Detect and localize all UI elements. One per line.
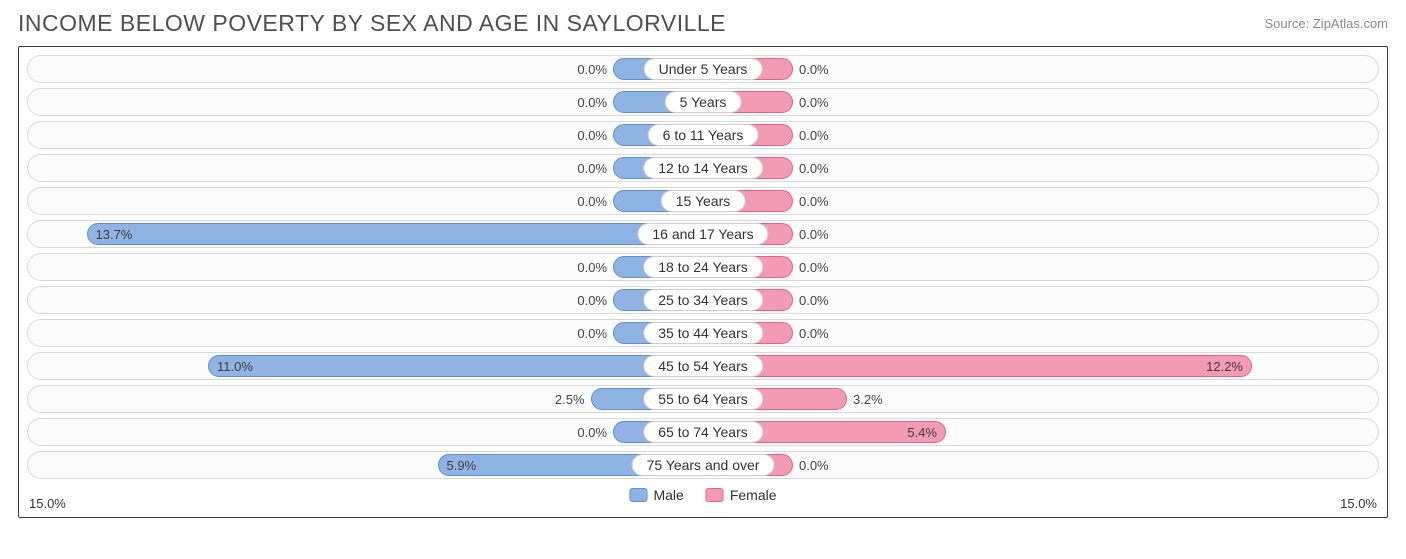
poverty-chart: 0.0%0.0%Under 5 Years0.0%0.0%5 Years0.0%…: [18, 46, 1388, 518]
male-value: 0.0%: [577, 122, 607, 148]
chart-row: 0.0% 0.0% 15 Years: [27, 187, 1379, 215]
chart-row: 2.5% 3.2% 55 to 64 Years: [27, 385, 1379, 413]
category-label: 55 to 64 Years: [643, 388, 763, 410]
legend-male-label: Male: [653, 487, 683, 503]
category-label: 5 Years: [665, 91, 742, 113]
male-swatch-icon: [629, 488, 647, 502]
female-value: 0.0%: [799, 89, 829, 115]
legend-male: Male: [629, 487, 683, 503]
chart-row: 13.7% 0.0% 16 and 17 Years: [27, 220, 1379, 248]
male-value: 0.0%: [577, 89, 607, 115]
chart-row: 0.0% 0.0% 12 to 14 Years: [27, 154, 1379, 182]
chart-row: 0.0% 0.0% 5 Years: [27, 88, 1379, 116]
axis-left-label: 15.0%: [29, 496, 66, 511]
chart-source: Source: ZipAtlas.com: [1264, 10, 1388, 31]
category-label: 15 Years: [661, 190, 746, 212]
male-value: 0.0%: [577, 419, 607, 445]
category-label: 45 to 54 Years: [643, 355, 763, 377]
female-value: 3.2%: [853, 386, 883, 412]
male-value: 0.0%: [577, 254, 607, 280]
chart-row: 0.0% 0.0% 18 to 24 Years: [27, 253, 1379, 281]
female-value: 0.0%: [799, 320, 829, 346]
male-value: 0.0%: [577, 188, 607, 214]
category-label: 12 to 14 Years: [643, 157, 763, 179]
male-value: 0.0%: [577, 287, 607, 313]
female-value: 12.2%: [1206, 359, 1243, 374]
male-value: 0.0%: [577, 56, 607, 82]
female-value: 0.0%: [799, 254, 829, 280]
category-label: 16 and 17 Years: [637, 223, 768, 245]
chart-title: INCOME BELOW POVERTY BY SEX AND AGE IN S…: [18, 10, 726, 37]
female-value: 0.0%: [799, 122, 829, 148]
female-value: 0.0%: [799, 452, 829, 478]
category-label: 65 to 74 Years: [643, 421, 763, 443]
category-label: 35 to 44 Years: [643, 322, 763, 344]
axis-right-label: 15.0%: [1340, 496, 1377, 511]
female-bar: 12.2%: [703, 355, 1252, 377]
female-value: 0.0%: [799, 155, 829, 181]
female-value: 0.0%: [799, 221, 829, 247]
chart-rows: 0.0%0.0%Under 5 Years0.0%0.0%5 Years0.0%…: [27, 55, 1379, 490]
legend-female: Female: [706, 487, 777, 503]
chart-row: 0.0% 0.0% 6 to 11 Years: [27, 121, 1379, 149]
category-label: 18 to 24 Years: [643, 256, 763, 278]
chart-row: 0.0% 0.0% Under 5 Years: [27, 55, 1379, 83]
legend-female-label: Female: [730, 487, 777, 503]
female-value: 0.0%: [799, 56, 829, 82]
female-swatch-icon: [706, 488, 724, 502]
chart-row: 11.0% 12.2% 45 to 54 Years: [27, 352, 1379, 380]
category-label: 75 Years and over: [632, 454, 775, 476]
category-label: 25 to 34 Years: [643, 289, 763, 311]
female-value: 0.0%: [799, 287, 829, 313]
female-value: 0.0%: [799, 188, 829, 214]
male-value: 13.7%: [96, 227, 133, 242]
chart-row: 5.9% 0.0% 75 Years and over: [27, 451, 1379, 479]
male-value: 11.0%: [217, 359, 253, 374]
legend: Male Female: [629, 487, 776, 503]
male-value: 5.9%: [447, 458, 477, 473]
female-value: 5.4%: [907, 425, 937, 440]
male-value: 0.0%: [577, 320, 607, 346]
chart-row: 0.0% 5.4% 65 to 74 Years: [27, 418, 1379, 446]
chart-row: 0.0% 0.0% 35 to 44 Years: [27, 319, 1379, 347]
category-label: 6 to 11 Years: [648, 124, 759, 146]
chart-row: 0.0% 0.0% 25 to 34 Years: [27, 286, 1379, 314]
category-label: Under 5 Years: [644, 58, 763, 80]
male-bar: 13.7%: [87, 223, 704, 245]
male-value: 2.5%: [555, 386, 585, 412]
male-bar: 11.0%: [208, 355, 703, 377]
male-value: 0.0%: [577, 155, 607, 181]
